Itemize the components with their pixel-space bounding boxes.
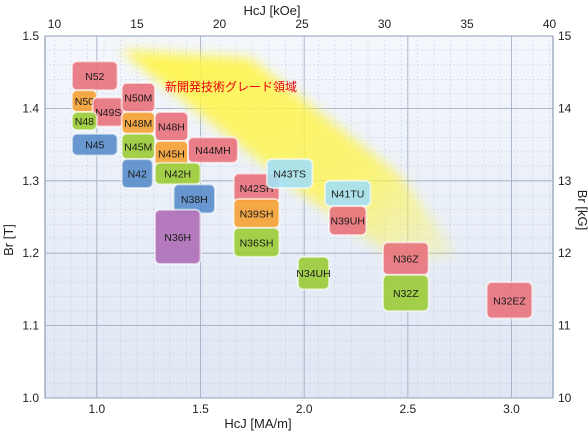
grade-label: N48M [124, 118, 152, 130]
grade-box [328, 205, 368, 237]
grade-box [70, 132, 119, 157]
x-tick-label-bottom: 3.0 [503, 402, 520, 416]
grade-label: N36H [164, 232, 191, 244]
grade-box [381, 273, 430, 313]
grade-box [120, 158, 154, 190]
grade-label: N52 [85, 71, 104, 83]
x-tick-label-bottom: 1.5 [192, 402, 209, 416]
grade-label: N42 [128, 169, 147, 181]
y-tick-label-right: 12 [558, 246, 572, 260]
grade-label: N45H [158, 149, 185, 161]
y-tick-label-left: 1.4 [22, 101, 39, 115]
y-axis-label-right: Br [kG] [575, 190, 588, 230]
x-tick-label-top: 15 [130, 17, 144, 31]
grade-label: N42H [164, 169, 191, 181]
grade-label: N32EZ [493, 295, 526, 307]
grade-label: N34UH [296, 268, 330, 280]
grade-label: N44MH [195, 145, 231, 157]
y-tick-label-left: 1.1 [22, 319, 39, 333]
grade-box [187, 136, 239, 164]
grade-label: N38H [181, 194, 208, 206]
grade-box [232, 226, 281, 258]
y-tick-label-right: 10 [558, 391, 572, 405]
y-tick-label-right: 14 [558, 101, 572, 115]
grade-box [70, 111, 98, 132]
grade-box [265, 158, 314, 190]
x-tick-label-top: 40 [543, 17, 557, 31]
grade-label: N48 [75, 116, 94, 128]
grade-label: N50M [124, 93, 152, 105]
grade-label: N36Z [393, 254, 419, 266]
x-tick-label-top: 10 [48, 17, 62, 31]
new-technology-label: 新開発技術グレード領域 [165, 79, 297, 94]
new-technology-region [120, 50, 458, 262]
x-tick-label-bottom: 2.0 [296, 402, 313, 416]
grade-label: N41TU [331, 188, 364, 200]
grade-label: N45M [124, 141, 152, 153]
y-tick-label-right: 11 [558, 319, 571, 333]
grade-label: N39UH [331, 216, 365, 228]
y-tick-label-right: 15 [558, 29, 572, 43]
y-tick-label-right: 13 [558, 174, 572, 188]
y-axis-label-left: Br [T] [1, 224, 16, 256]
x-tick-label-bottom: 1.0 [88, 402, 105, 416]
grade-label: N36SH [240, 237, 274, 249]
x-tick-label-top: 25 [295, 17, 309, 31]
x-tick-label-top: 35 [460, 17, 474, 31]
x-tick-label-top: 30 [378, 17, 392, 31]
grade-box [485, 281, 534, 320]
grade-label: N43TS [273, 169, 306, 181]
grade-label: N42SH [240, 183, 274, 195]
grade-label: N45 [85, 140, 104, 152]
y-tick-label-left: 1.0 [22, 391, 39, 405]
grade-label: N48H [158, 122, 185, 134]
x-tick-label-top: 20 [213, 17, 227, 31]
x-axis-label-bottom: HcJ [MA/m] [224, 416, 291, 431]
y-tick-label-left: 1.3 [22, 174, 39, 188]
y-tick-label-left: 1.2 [22, 246, 39, 260]
grade-box [296, 255, 331, 291]
x-axis-label-top: HcJ [kOe] [243, 3, 300, 18]
x-tick-label-bottom: 2.5 [400, 402, 417, 416]
grade-label: N50 [75, 96, 94, 108]
y-tick-label-left: 1.5 [22, 29, 39, 43]
grade-label: N39SH [240, 208, 274, 220]
grade-box [153, 208, 202, 266]
axes: 1.0 1.5 2.0 2.5 3.0 10 15 20 25 30 35 40 1.0 1.1 1.2 1.… [22, 17, 571, 416]
grade-label: N49S [95, 107, 121, 119]
grade-label: N32Z [393, 288, 419, 300]
